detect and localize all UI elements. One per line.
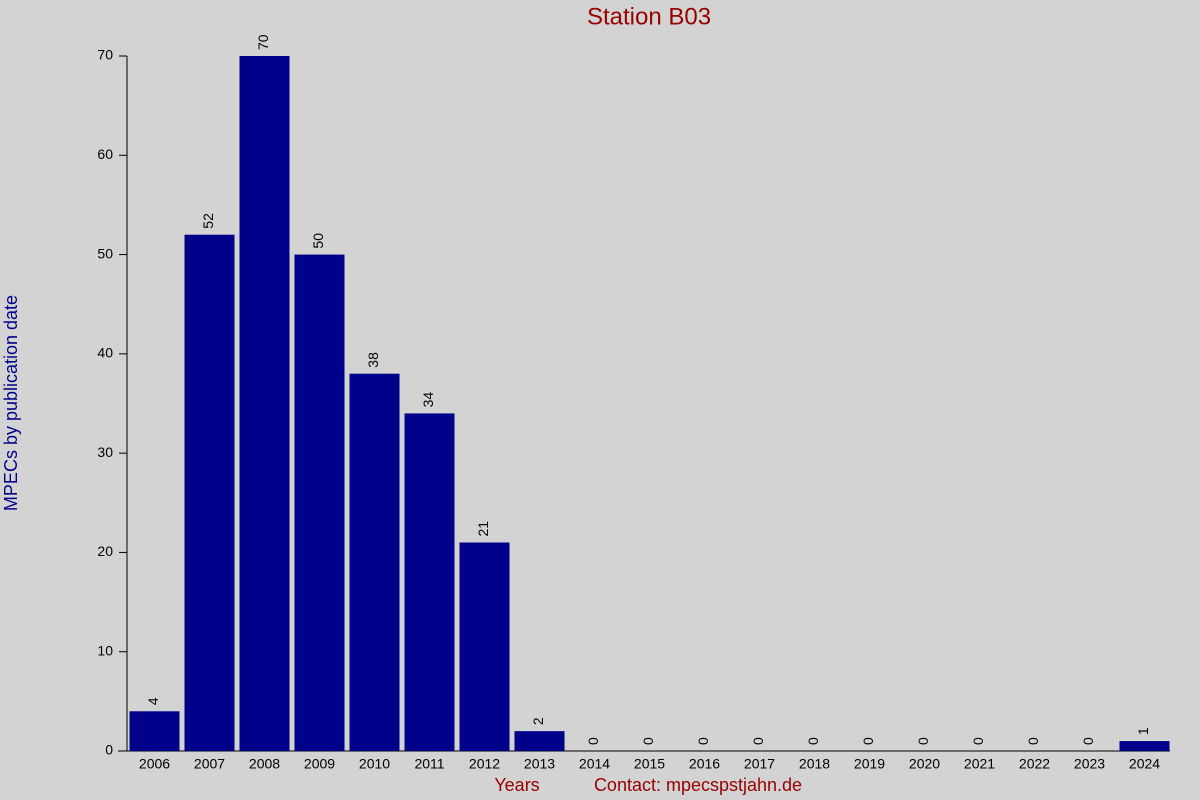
x-tick-label: 2014 xyxy=(579,756,610,772)
value-label: 2 xyxy=(530,717,546,725)
value-label: 52 xyxy=(200,213,216,229)
bar xyxy=(404,413,455,751)
bar xyxy=(294,254,345,752)
y-axis-title: MPECs by publication date xyxy=(1,295,21,511)
value-label: 0 xyxy=(1080,737,1096,745)
value-label: 0 xyxy=(585,737,601,745)
x-tick-label: 2020 xyxy=(909,756,940,772)
x-tick-label: 2010 xyxy=(359,756,390,772)
bar xyxy=(514,731,565,751)
x-tick-label: 2019 xyxy=(854,756,885,772)
value-label: 0 xyxy=(970,737,986,745)
value-label: 0 xyxy=(1025,737,1041,745)
value-label: 4 xyxy=(145,697,161,705)
bar xyxy=(239,56,290,751)
y-tick-label: 0 xyxy=(105,742,113,758)
value-label: 0 xyxy=(640,737,656,745)
value-label: 34 xyxy=(420,392,436,408)
x-tick-label: 2022 xyxy=(1019,756,1050,772)
y-tick-label: 20 xyxy=(97,543,113,559)
value-label: 21 xyxy=(475,521,491,537)
contact-annotation: Contact: mpecspstjahn.de xyxy=(594,775,802,795)
x-tick-label: 2006 xyxy=(139,756,170,772)
y-tick-label: 50 xyxy=(97,245,113,261)
x-tick-label: 2023 xyxy=(1074,756,1105,772)
value-label: 50 xyxy=(310,233,326,249)
x-tick-label: 2013 xyxy=(524,756,555,772)
x-axis-title: Years xyxy=(494,775,539,795)
chart-title: Station B03 xyxy=(587,3,711,30)
bar xyxy=(349,373,400,751)
x-tick-label: 2007 xyxy=(194,756,225,772)
x-tick-label: 2017 xyxy=(744,756,775,772)
y-tick-label: 10 xyxy=(97,642,113,658)
y-tick-label: 60 xyxy=(97,146,113,162)
x-tick-label: 2016 xyxy=(689,756,720,772)
bar xyxy=(184,234,235,751)
bar xyxy=(129,711,180,751)
value-label: 0 xyxy=(695,737,711,745)
bar xyxy=(1119,741,1170,751)
value-label: 0 xyxy=(750,737,766,745)
x-tick-label: 2018 xyxy=(799,756,830,772)
x-tick-label: 2021 xyxy=(964,756,995,772)
x-tick-label: 2011 xyxy=(414,756,444,772)
value-label: 0 xyxy=(860,737,876,745)
x-tick-label: 2008 xyxy=(249,756,280,772)
value-label: 1 xyxy=(1135,727,1151,735)
value-label: 0 xyxy=(915,737,931,745)
value-label: 70 xyxy=(255,34,271,50)
y-tick-label: 40 xyxy=(97,345,113,361)
value-label: 0 xyxy=(805,737,821,745)
value-label: 38 xyxy=(365,352,381,368)
y-tick-label: 70 xyxy=(97,47,113,63)
x-tick-label: 2024 xyxy=(1129,756,1160,772)
y-tick-label: 30 xyxy=(97,444,113,460)
bar xyxy=(459,542,510,751)
x-tick-label: 2015 xyxy=(634,756,665,772)
x-tick-label: 2009 xyxy=(304,756,335,772)
x-tick-label: 2012 xyxy=(469,756,500,772)
